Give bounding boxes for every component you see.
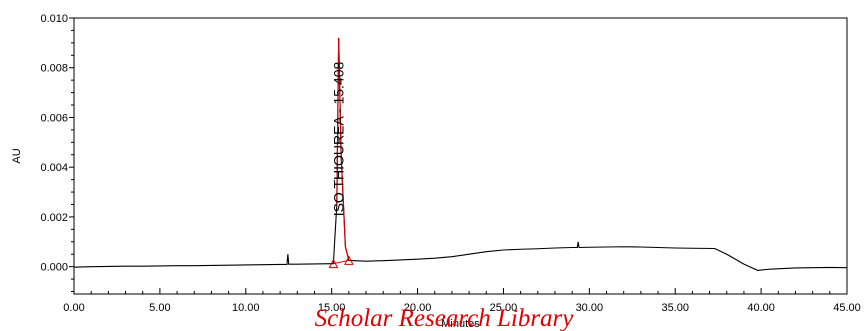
peak-layer <box>328 37 354 269</box>
y-tick-label: 0.000 <box>40 262 68 274</box>
x-tick-label: 45.00 <box>833 302 861 314</box>
series-layer <box>73 37 848 271</box>
peak-label: ISO THIOUREA - 15.408 <box>331 62 347 217</box>
peak-start-marker <box>328 258 339 269</box>
y-tick-label: 0.002 <box>40 212 68 224</box>
x-tick-label: 40.00 <box>747 302 775 314</box>
x-tick-label: 0.00 <box>63 302 84 314</box>
y-axis: 0.000 0.002 0.004 0.006 0.008 0.010 <box>40 13 74 293</box>
x-tick-label: 15.00 <box>318 302 346 314</box>
x-tick-label: 20.00 <box>404 302 432 314</box>
plot-area <box>73 17 848 295</box>
plot-frame <box>73 17 848 295</box>
y-tick-label: 0.010 <box>40 13 68 25</box>
x-tick-label: 25.00 <box>490 302 518 314</box>
x-tick-label: 30.00 <box>576 302 604 314</box>
peak-end-marker <box>344 255 354 265</box>
y-tick-label: 0.006 <box>40 112 68 124</box>
baseline-trace <box>73 37 848 271</box>
y-tick-label: 0.004 <box>40 162 68 174</box>
y-axis-title: AU <box>11 148 23 163</box>
x-tick-label: 35.00 <box>661 302 689 314</box>
peak-trace <box>336 37 350 261</box>
x-tick-label: 10.00 <box>232 302 260 314</box>
x-axis: 0.00 5.00 10.00 15.00 20.00 25.00 30.00 35.00 40… <box>63 288 861 314</box>
x-tick-label: 5.00 <box>149 302 170 314</box>
x-axis-title: Minutes <box>441 318 480 330</box>
y-tick-label: 0.008 <box>40 63 68 75</box>
watermark-text: Scholar Research Library <box>315 305 575 331</box>
